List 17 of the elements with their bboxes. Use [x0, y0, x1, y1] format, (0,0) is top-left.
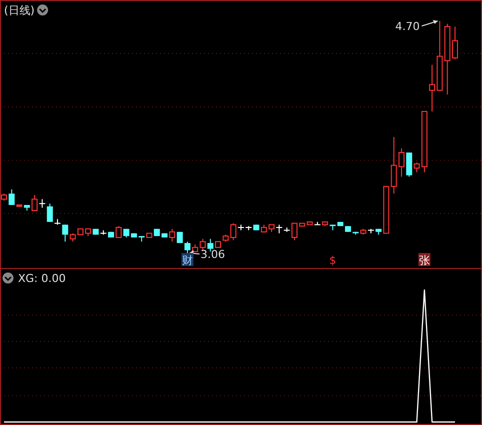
text: 张	[418, 254, 430, 267]
candlestick	[230, 222, 236, 241]
chart-title: XG: 0.00	[18, 272, 66, 285]
text: $	[329, 254, 336, 267]
annotation: 4.70	[395, 20, 420, 33]
candlestick	[406, 152, 412, 178]
candlestick	[116, 226, 122, 238]
annotation: 3.06	[200, 248, 225, 261]
text: 财	[182, 254, 193, 267]
candlestick	[32, 194, 38, 212]
candlestick	[62, 224, 68, 242]
candlestick	[39, 198, 46, 208]
candlestick	[276, 224, 282, 234]
candlestick	[8, 188, 15, 206]
candlestick	[46, 203, 53, 222]
chart-title: (日线)	[4, 4, 35, 17]
candlestick	[169, 228, 176, 242]
